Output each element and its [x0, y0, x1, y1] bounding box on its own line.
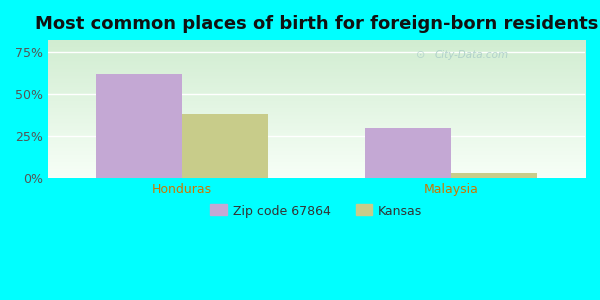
Bar [365, 128, 451, 178]
Bar [96, 74, 182, 178]
Text: City-Data.com: City-Data.com [434, 50, 509, 60]
Text: ⊙: ⊙ [416, 50, 425, 60]
Legend: Zip code 67864, Kansas: Zip code 67864, Kansas [206, 201, 426, 221]
Title: Most common places of birth for foreign-born residents: Most common places of birth for foreign-… [35, 15, 598, 33]
Bar [451, 173, 536, 178]
Bar [182, 114, 268, 178]
